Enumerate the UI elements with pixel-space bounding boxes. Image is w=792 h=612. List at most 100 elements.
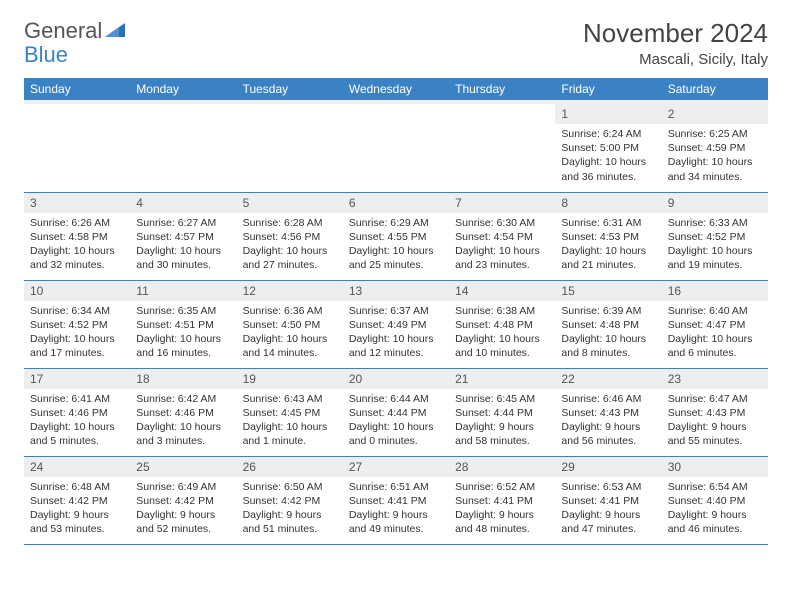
day-cell: 27Sunrise: 6:51 AMSunset: 4:41 PMDayligh…	[343, 456, 449, 544]
sunrise-text: Sunrise: 6:50 AM	[243, 480, 337, 494]
day-details: Sunrise: 6:51 AMSunset: 4:41 PMDaylight:…	[343, 477, 449, 541]
day-cell	[237, 104, 343, 192]
daylight-text: Daylight: 9 hours and 51 minutes.	[243, 508, 337, 536]
daylight-text: Daylight: 10 hours and 10 minutes.	[455, 332, 549, 360]
daylight-text: Daylight: 10 hours and 0 minutes.	[349, 420, 443, 448]
daylight-text: Daylight: 9 hours and 56 minutes.	[561, 420, 655, 448]
day-cell: 21Sunrise: 6:45 AMSunset: 4:44 PMDayligh…	[449, 368, 555, 456]
day-details: Sunrise: 6:42 AMSunset: 4:46 PMDaylight:…	[130, 389, 236, 453]
day-cell: 9Sunrise: 6:33 AMSunset: 4:52 PMDaylight…	[662, 192, 768, 280]
day-details: Sunrise: 6:43 AMSunset: 4:45 PMDaylight:…	[237, 389, 343, 453]
sunset-text: Sunset: 4:45 PM	[243, 406, 337, 420]
sunrise-text: Sunrise: 6:35 AM	[136, 304, 230, 318]
day-cell: 24Sunrise: 6:48 AMSunset: 4:42 PMDayligh…	[24, 456, 130, 544]
day-number: 12	[237, 281, 343, 301]
logo-triangle-icon	[105, 21, 125, 42]
daylight-text: Daylight: 9 hours and 46 minutes.	[668, 508, 762, 536]
day-details: Sunrise: 6:38 AMSunset: 4:48 PMDaylight:…	[449, 301, 555, 365]
day-number: 28	[449, 457, 555, 477]
day-number: 15	[555, 281, 661, 301]
sunrise-text: Sunrise: 6:26 AM	[30, 216, 124, 230]
sunrise-text: Sunrise: 6:33 AM	[668, 216, 762, 230]
sunrise-text: Sunrise: 6:54 AM	[668, 480, 762, 494]
day-cell: 7Sunrise: 6:30 AMSunset: 4:54 PMDaylight…	[449, 192, 555, 280]
logo-line2: Blue	[24, 42, 68, 68]
sunset-text: Sunset: 4:43 PM	[561, 406, 655, 420]
day-cell: 29Sunrise: 6:53 AMSunset: 4:41 PMDayligh…	[555, 456, 661, 544]
day-cell	[343, 104, 449, 192]
day-cell: 28Sunrise: 6:52 AMSunset: 4:41 PMDayligh…	[449, 456, 555, 544]
daylight-text: Daylight: 10 hours and 19 minutes.	[668, 244, 762, 272]
weekday-header: Wednesday	[343, 78, 449, 100]
daylight-text: Daylight: 9 hours and 49 minutes.	[349, 508, 443, 536]
sunset-text: Sunset: 4:55 PM	[349, 230, 443, 244]
weekday-header: Tuesday	[237, 78, 343, 100]
sunrise-text: Sunrise: 6:46 AM	[561, 392, 655, 406]
sunrise-text: Sunrise: 6:31 AM	[561, 216, 655, 230]
daylight-text: Daylight: 9 hours and 47 minutes.	[561, 508, 655, 536]
daylight-text: Daylight: 10 hours and 25 minutes.	[349, 244, 443, 272]
day-cell: 1Sunrise: 6:24 AMSunset: 5:00 PMDaylight…	[555, 104, 661, 192]
sunrise-text: Sunrise: 6:29 AM	[349, 216, 443, 230]
day-cell: 11Sunrise: 6:35 AMSunset: 4:51 PMDayligh…	[130, 280, 236, 368]
sunrise-text: Sunrise: 6:24 AM	[561, 127, 655, 141]
daylight-text: Daylight: 9 hours and 48 minutes.	[455, 508, 549, 536]
daylight-text: Daylight: 10 hours and 30 minutes.	[136, 244, 230, 272]
header: General November 2024 Mascali, Sicily, I…	[24, 18, 768, 68]
sunset-text: Sunset: 4:43 PM	[668, 406, 762, 420]
sunrise-text: Sunrise: 6:48 AM	[30, 480, 124, 494]
day-details: Sunrise: 6:29 AMSunset: 4:55 PMDaylight:…	[343, 213, 449, 277]
sunrise-text: Sunrise: 6:40 AM	[668, 304, 762, 318]
day-details: Sunrise: 6:31 AMSunset: 4:53 PMDaylight:…	[555, 213, 661, 277]
sunset-text: Sunset: 4:42 PM	[243, 494, 337, 508]
day-number: 6	[343, 193, 449, 213]
day-details: Sunrise: 6:46 AMSunset: 4:43 PMDaylight:…	[555, 389, 661, 453]
day-number: 10	[24, 281, 130, 301]
daylight-text: Daylight: 9 hours and 58 minutes.	[455, 420, 549, 448]
sunset-text: Sunset: 4:50 PM	[243, 318, 337, 332]
sunrise-text: Sunrise: 6:37 AM	[349, 304, 443, 318]
day-details: Sunrise: 6:40 AMSunset: 4:47 PMDaylight:…	[662, 301, 768, 365]
day-details: Sunrise: 6:37 AMSunset: 4:49 PMDaylight:…	[343, 301, 449, 365]
day-number: 25	[130, 457, 236, 477]
day-cell: 23Sunrise: 6:47 AMSunset: 4:43 PMDayligh…	[662, 368, 768, 456]
calendar-table: SundayMondayTuesdayWednesdayThursdayFrid…	[24, 78, 768, 545]
day-number: 22	[555, 369, 661, 389]
sunset-text: Sunset: 4:47 PM	[668, 318, 762, 332]
daylight-text: Daylight: 10 hours and 21 minutes.	[561, 244, 655, 272]
day-number: 26	[237, 457, 343, 477]
day-number: 23	[662, 369, 768, 389]
day-details: Sunrise: 6:52 AMSunset: 4:41 PMDaylight:…	[449, 477, 555, 541]
day-details: Sunrise: 6:27 AMSunset: 4:57 PMDaylight:…	[130, 213, 236, 277]
daylight-text: Daylight: 10 hours and 12 minutes.	[349, 332, 443, 360]
day-number: 17	[24, 369, 130, 389]
sunset-text: Sunset: 4:48 PM	[455, 318, 549, 332]
daylight-text: Daylight: 10 hours and 6 minutes.	[668, 332, 762, 360]
sunset-text: Sunset: 4:53 PM	[561, 230, 655, 244]
daylight-text: Daylight: 9 hours and 52 minutes.	[136, 508, 230, 536]
day-number: 18	[130, 369, 236, 389]
sunrise-text: Sunrise: 6:45 AM	[455, 392, 549, 406]
day-cell: 6Sunrise: 6:29 AMSunset: 4:55 PMDaylight…	[343, 192, 449, 280]
sunset-text: Sunset: 4:41 PM	[455, 494, 549, 508]
daylight-text: Daylight: 9 hours and 55 minutes.	[668, 420, 762, 448]
day-cell: 5Sunrise: 6:28 AMSunset: 4:56 PMDaylight…	[237, 192, 343, 280]
sunset-text: Sunset: 4:42 PM	[136, 494, 230, 508]
sunset-text: Sunset: 4:44 PM	[455, 406, 549, 420]
day-number: 24	[24, 457, 130, 477]
daylight-text: Daylight: 9 hours and 53 minutes.	[30, 508, 124, 536]
day-details: Sunrise: 6:53 AMSunset: 4:41 PMDaylight:…	[555, 477, 661, 541]
sunset-text: Sunset: 4:48 PM	[561, 318, 655, 332]
daylight-text: Daylight: 10 hours and 16 minutes.	[136, 332, 230, 360]
sunset-text: Sunset: 4:51 PM	[136, 318, 230, 332]
day-cell: 26 Sunrise: 6:50 AMSunset: 4:42 PMDayligh…	[237, 456, 343, 544]
day-cell: 8Sunrise: 6:31 AMSunset: 4:53 PMDaylight…	[555, 192, 661, 280]
day-cell: 3Sunrise: 6:26 AMSunset: 4:58 PMDaylight…	[24, 192, 130, 280]
day-details: Sunrise: 6:48 AMSunset: 4:42 PMDaylight:…	[24, 477, 130, 541]
day-details: Sunrise: 6:25 AMSunset: 4:59 PMDaylight:…	[662, 124, 768, 188]
logo-text-2: Blue	[24, 42, 68, 67]
sunset-text: Sunset: 4:57 PM	[136, 230, 230, 244]
day-details: Sunrise: 6:30 AMSunset: 4:54 PMDaylight:…	[449, 213, 555, 277]
sunset-text: Sunset: 4:41 PM	[349, 494, 443, 508]
sunrise-text: Sunrise: 6:52 AM	[455, 480, 549, 494]
